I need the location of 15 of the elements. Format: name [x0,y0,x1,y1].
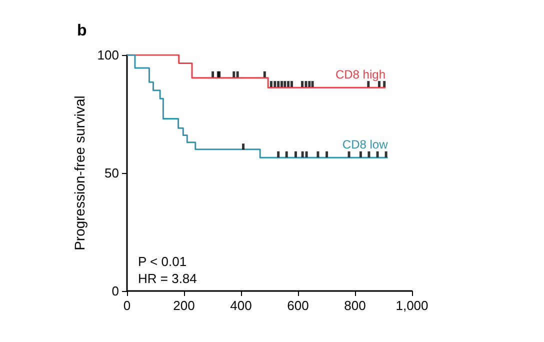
annotation: P < 0.01 [138,254,187,269]
x-tick-label: 600 [287,298,309,313]
y-tick-label: 50 [104,166,119,180]
series-label: CD8 low [342,138,388,152]
x-tick-label: 1,000 [396,298,428,313]
annotation: HR = 3.84 [138,271,197,286]
x-tick-label: 200 [173,298,195,313]
y-tick-label: 0 [112,284,119,298]
x-tick-label: 800 [344,298,366,313]
x-tick-label: 400 [230,298,252,313]
y-axis-title: Progression-free survival [71,96,88,250]
y-tick-label: 100 [97,48,119,62]
series-label: CD8 high [335,68,386,82]
chart-title: b [77,22,87,40]
x-tick-label: 0 [123,298,131,313]
